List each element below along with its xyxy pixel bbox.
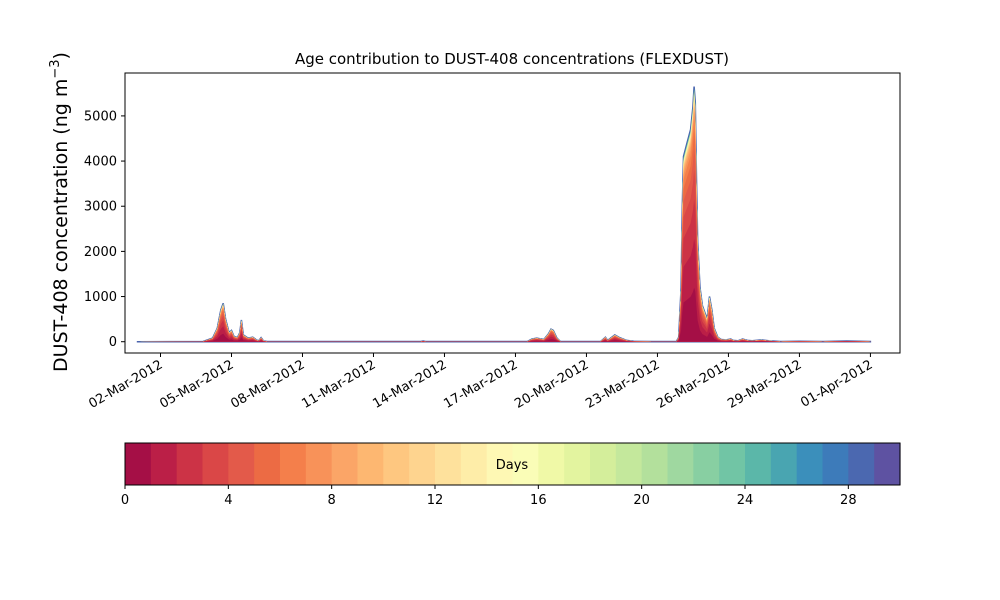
colorbar-segment <box>770 443 798 485</box>
colorbar-segment <box>719 443 746 485</box>
colorbar-tick-label: 4 <box>224 493 232 508</box>
colorbar-segment <box>538 443 565 485</box>
x-tick-label: 02-Mar-2012 <box>86 357 165 411</box>
colorbar-segment <box>486 443 514 485</box>
x-axis-ticks: 02-Mar-201205-Mar-201208-Mar-201211-Mar-… <box>86 353 875 412</box>
colorbar-segment <box>305 443 333 485</box>
y-axis-ticks: 0 1000 2000 3000 4000 5000 <box>84 109 125 350</box>
colorbar-segment <box>280 443 307 485</box>
y-tick-label: 1000 <box>84 290 117 305</box>
colorbar-segment <box>615 443 643 485</box>
colorbar-tick-label: 12 <box>427 493 444 508</box>
colorbar-segment <box>667 443 694 485</box>
colorbar-segment <box>822 443 849 485</box>
colorbar-segment <box>641 443 669 485</box>
x-tick-label: 01-Apr-2012 <box>798 357 875 410</box>
colorbar-segment <box>150 443 178 485</box>
y-tick-label: 4000 <box>84 155 117 170</box>
colorbar-segment <box>228 443 255 485</box>
colorbar-label: Days <box>496 458 529 473</box>
colorbar-tick-label: 8 <box>328 493 336 508</box>
x-tick-label: 14-Mar-2012 <box>370 357 449 411</box>
colorbar-tick-label: 24 <box>737 493 754 508</box>
colorbar-segment <box>331 443 359 485</box>
area-series-group <box>136 86 872 343</box>
chart-title: Age contribution to DUST-408 concentrati… <box>295 50 729 68</box>
axes-frame <box>124 72 901 354</box>
colorbar-segment <box>796 443 824 485</box>
colorbar-tick-label: 28 <box>840 493 857 508</box>
colorbar-segment <box>202 443 229 485</box>
colorbar-segment <box>590 443 617 485</box>
colorbar-segment <box>176 443 204 485</box>
y-axis-label-superscript: −3 <box>48 59 63 78</box>
y-tick-label: 3000 <box>84 200 117 215</box>
colorbar: Days 0 4 8 12 16 20 24 28 <box>121 442 901 508</box>
y-tick-label: 2000 <box>84 245 117 260</box>
x-tick-label: 17-Mar-2012 <box>441 357 520 411</box>
y-tick-label: 0 <box>109 335 117 350</box>
x-tick-label: 23-Mar-2012 <box>583 357 662 411</box>
colorbar-segment <box>693 443 720 485</box>
x-tick-label: 08-Mar-2012 <box>228 357 307 411</box>
colorbar-segment <box>745 443 772 485</box>
x-tick-label: 29-Mar-2012 <box>725 357 804 411</box>
x-tick-label: 26-Mar-2012 <box>654 357 733 411</box>
colorbar-segment <box>512 443 539 485</box>
colorbar-segment <box>409 443 436 485</box>
colorbar-segment <box>848 443 875 485</box>
colorbar-frame <box>124 442 901 486</box>
colorbar-segments <box>125 443 901 485</box>
x-tick-label: 05-Mar-2012 <box>157 357 236 411</box>
colorbar-segment <box>125 443 152 485</box>
x-tick-label: 20-Mar-2012 <box>512 357 591 411</box>
colorbar-tick-label: 16 <box>530 493 547 508</box>
colorbar-segment <box>564 443 591 485</box>
y-axis-label-main: DUST-408 concentration (ng m <box>50 79 72 372</box>
colorbar-tick-label: 0 <box>121 493 129 508</box>
area-layer-day-0 <box>136 287 871 342</box>
y-axis-label: DUST-408 concentration (ng m−3) <box>48 52 72 372</box>
y-tick-label: 5000 <box>84 109 117 124</box>
colorbar-tick-label: 20 <box>633 493 650 508</box>
colorbar-segment <box>383 443 410 485</box>
plot-area: 0 1000 2000 3000 4000 5000 02-Mar-201205-Mar-… <box>84 72 901 412</box>
colorbar-segment <box>874 443 901 485</box>
y-axis-label-close: ) <box>50 52 72 59</box>
colorbar-segment <box>460 443 488 485</box>
colorbar-ticks: 0 4 8 12 16 20 24 28 <box>121 485 857 508</box>
colorbar-segment <box>254 443 281 485</box>
colorbar-segment <box>357 443 384 485</box>
x-tick-label: 11-Mar-2012 <box>299 357 378 411</box>
colorbar-segment <box>435 443 462 485</box>
